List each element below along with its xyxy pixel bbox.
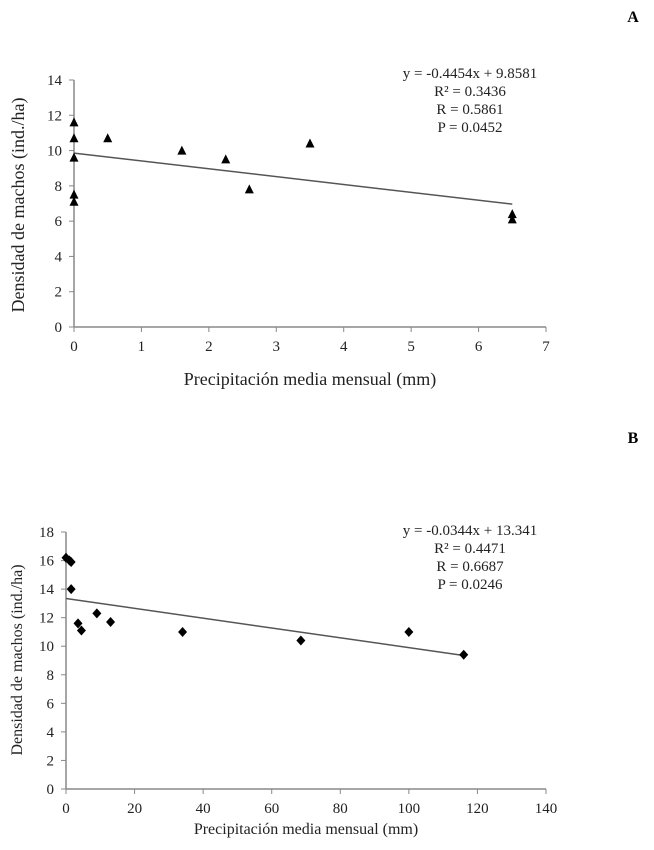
y-axis-label: Densidad de machos (ind./ha) xyxy=(8,98,29,313)
y-tick-label: 8 xyxy=(55,179,63,195)
x-tick-label: 7 xyxy=(542,339,550,355)
x-tick-label: 20 xyxy=(127,801,142,817)
data-point xyxy=(507,214,517,224)
regression-annotation: R² = 0.4471 xyxy=(434,541,506,557)
y-tick-label: 2 xyxy=(47,753,55,769)
data-point xyxy=(69,152,79,162)
y-tick-label: 16 xyxy=(39,554,55,570)
y-tick-label: 12 xyxy=(39,611,54,627)
regression-annotation: P = 0.0246 xyxy=(438,577,503,593)
regression-annotation: P = 0.0452 xyxy=(438,120,503,136)
y-tick-label: 14 xyxy=(47,73,63,89)
x-tick-label: 4 xyxy=(340,339,348,355)
x-tick-label: 140 xyxy=(535,801,558,817)
y-tick-label: 2 xyxy=(55,285,63,301)
y-tick-label: 6 xyxy=(47,696,55,712)
y-tick-label: 12 xyxy=(47,108,62,124)
regression-annotation: R = 0.5861 xyxy=(436,102,503,118)
regression-annotation: R² = 0.3436 xyxy=(434,84,506,100)
y-tick-label: 4 xyxy=(47,725,55,741)
data-point xyxy=(177,145,187,155)
data-point xyxy=(76,625,86,636)
y-tick-label: 8 xyxy=(47,668,55,684)
chart-panel-B: B 0 20 40 60 80 100 120 140 0 2 4 6 8 10 12 14 16 18 Precip… xyxy=(9,430,639,838)
x-tick-label: 60 xyxy=(264,801,279,817)
y-tick-label: 18 xyxy=(39,525,54,541)
data-point xyxy=(103,133,113,143)
data-point xyxy=(221,154,231,164)
x-tick-label: 40 xyxy=(196,801,211,817)
x-axis-label: Precipitación media mensual (mm) xyxy=(194,821,418,838)
y-tick-label: 10 xyxy=(39,639,54,655)
panel-label: B xyxy=(628,430,639,447)
regression-annotation: R = 0.6687 xyxy=(436,559,504,575)
trend-line xyxy=(73,152,513,205)
x-axis-label: Precipitación media mensual (mm) xyxy=(184,369,436,390)
x-tick-label: 0 xyxy=(62,801,70,817)
data-point xyxy=(69,196,79,206)
y-tick-label: 0 xyxy=(47,782,55,798)
x-tick-label: 0 xyxy=(70,339,78,355)
x-tick-label: 120 xyxy=(466,801,489,817)
y-axis-label: Densidad de machos (ind./ha) xyxy=(9,564,26,755)
x-tick-label: 3 xyxy=(273,339,281,355)
regression-annotation: y = -0.4454x + 9.8581 xyxy=(403,66,537,82)
x-tick-label: 6 xyxy=(475,339,483,355)
y-tick-label: 14 xyxy=(39,582,55,598)
data-point xyxy=(69,133,79,143)
data-point xyxy=(106,616,116,627)
data-point xyxy=(69,117,79,127)
data-point xyxy=(507,209,517,219)
data-point xyxy=(178,626,188,637)
data-point xyxy=(459,649,469,660)
data-point xyxy=(305,138,315,148)
panel-label: A xyxy=(627,9,639,26)
regression-annotation: y = -0.0344x + 13.341 xyxy=(403,523,537,539)
x-tick-label: 80 xyxy=(333,801,348,817)
data-point xyxy=(73,618,83,629)
data-point xyxy=(244,184,254,194)
data-point xyxy=(66,584,76,595)
x-tick-label: 5 xyxy=(407,339,415,355)
x-tick-label: 2 xyxy=(205,339,213,355)
y-tick-label: 10 xyxy=(47,144,62,160)
data-point xyxy=(296,635,306,646)
x-tick-label: 100 xyxy=(398,801,421,817)
y-tick-label: 6 xyxy=(55,214,63,230)
y-tick-label: 4 xyxy=(55,249,63,265)
data-point xyxy=(69,189,79,199)
data-point xyxy=(404,626,414,637)
data-point xyxy=(92,608,102,619)
data-point xyxy=(66,556,76,567)
y-tick-label: 0 xyxy=(55,320,63,336)
trend-line xyxy=(65,597,464,657)
x-tick-label: 1 xyxy=(138,339,146,355)
